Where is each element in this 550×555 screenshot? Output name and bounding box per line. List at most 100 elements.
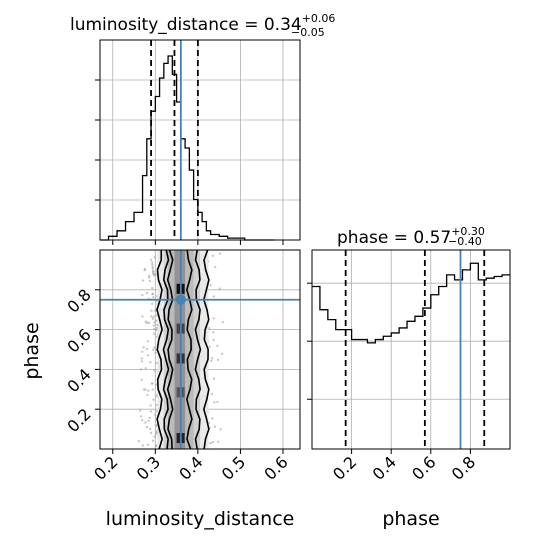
scatter-point <box>212 377 216 380</box>
x-tick-label-3: 0.8 <box>448 452 479 483</box>
contour-inner-right <box>185 249 193 450</box>
scatter-point <box>153 332 156 335</box>
scatter-point <box>155 328 158 332</box>
y-axis-label-phase: phase <box>21 322 43 379</box>
scatter-point <box>149 360 152 364</box>
scatter-point <box>149 404 152 407</box>
2d-density-panel: 0.2 0.3 0.4 0.5 0.6 0.2 0.4 0.6 0.8 <box>63 249 301 484</box>
scatter-point <box>148 279 152 283</box>
scatter-point <box>148 427 152 431</box>
scatter-point <box>152 398 155 401</box>
scatter-point <box>151 382 154 385</box>
scatter-point <box>152 348 155 351</box>
scatter-point <box>141 350 144 353</box>
luminosity-distance-title: luminosity_distance = 0.34+0.06 <box>70 12 335 35</box>
scatter-point <box>213 425 217 428</box>
truth-marker <box>175 294 186 305</box>
contour-outer-right <box>202 249 210 450</box>
scatter-point <box>145 348 149 351</box>
scatter-point <box>148 274 151 278</box>
luminosity-distance-title-sub: −0.05 <box>291 26 325 39</box>
scatter-point <box>146 443 150 446</box>
scatter-point <box>147 389 150 392</box>
scatter-point <box>208 345 211 349</box>
scatter-point <box>216 344 219 348</box>
scatter-point <box>211 254 215 257</box>
scatter-point <box>143 267 147 271</box>
scatter-point <box>140 360 144 363</box>
density-band-3 <box>174 250 186 449</box>
x-tick-label-1: 0.4 <box>369 452 400 483</box>
scatter-point <box>139 368 143 371</box>
contour-outer-left <box>156 249 163 450</box>
y-tick-label-2: 0.6 <box>63 325 94 356</box>
scatter-point <box>213 401 216 404</box>
y-tick-label-3: 0.8 <box>63 285 94 316</box>
scatter-point <box>154 319 158 323</box>
x-tick-label-1: 0.3 <box>133 452 164 483</box>
scatter-point <box>155 410 158 413</box>
scatter-point <box>137 440 141 443</box>
luminosity-distance-histogram-panel <box>95 39 301 245</box>
scatter-point <box>211 417 214 420</box>
scatter-point <box>142 388 146 391</box>
scatter-point <box>221 352 224 356</box>
scatter-point <box>153 256 157 259</box>
scatter-point <box>140 378 143 382</box>
contour-mid-right <box>194 249 202 450</box>
phase-title-sub: −0.40 <box>448 235 482 248</box>
scatter-point <box>212 331 215 334</box>
scatter-point <box>212 295 216 298</box>
scatter-point <box>151 287 154 290</box>
scatter-point <box>150 309 153 312</box>
scatter-point <box>216 358 220 362</box>
scatter-point <box>152 315 155 318</box>
x-tick-label-2: 0.6 <box>408 452 439 483</box>
contour-mid-left <box>162 249 170 450</box>
scatter-point <box>154 414 157 417</box>
scatter-point <box>151 293 155 296</box>
scatter-point <box>154 444 158 447</box>
scatter-point <box>146 340 150 343</box>
scatter-point <box>145 425 149 429</box>
scatter-point <box>149 410 153 413</box>
scatter-point <box>216 400 219 404</box>
scatter-point <box>140 357 143 360</box>
scatter-point <box>212 338 215 342</box>
scatter-point <box>155 361 159 365</box>
scatter-point <box>151 267 155 270</box>
phase-hist-frame <box>311 249 511 450</box>
scatter-point <box>212 317 215 320</box>
scatter-point <box>150 258 153 262</box>
scatter-point <box>149 431 153 435</box>
scatter-point <box>153 435 156 438</box>
phase-histogram-panel: 0.2 0.4 0.6 0.8 <box>307 249 511 484</box>
scatter-point <box>214 265 217 269</box>
scatter-point <box>153 321 156 324</box>
contour-inner-left <box>166 249 174 450</box>
scatter-point <box>154 273 158 276</box>
scatter-point <box>219 428 222 431</box>
phase-title: phase = 0.57+0.30 <box>337 225 485 248</box>
y-tick-label-0: 0.2 <box>63 405 94 436</box>
scatter-point <box>152 296 155 299</box>
scatter-point <box>150 302 154 306</box>
scatter-point <box>216 440 220 443</box>
x-tick-label-0: 0.2 <box>90 452 121 483</box>
scatter-point <box>141 315 144 318</box>
scatter-point <box>144 320 148 324</box>
scatter-point <box>154 351 157 355</box>
x-tick-label-3: 0.5 <box>218 452 249 483</box>
scatter-point <box>151 317 155 320</box>
scatter-point <box>209 284 212 287</box>
luminosity-distance-hist-frame <box>99 39 301 241</box>
x-tick-label-0: 0.2 <box>329 452 360 483</box>
scatter-point <box>218 287 221 290</box>
scatter-point <box>151 263 154 267</box>
scatter-point <box>210 359 213 363</box>
scatter-point <box>138 409 142 412</box>
scatter-point <box>141 279 145 282</box>
luminosity-distance-histogram-line <box>100 55 275 241</box>
scatter-point <box>153 346 156 349</box>
